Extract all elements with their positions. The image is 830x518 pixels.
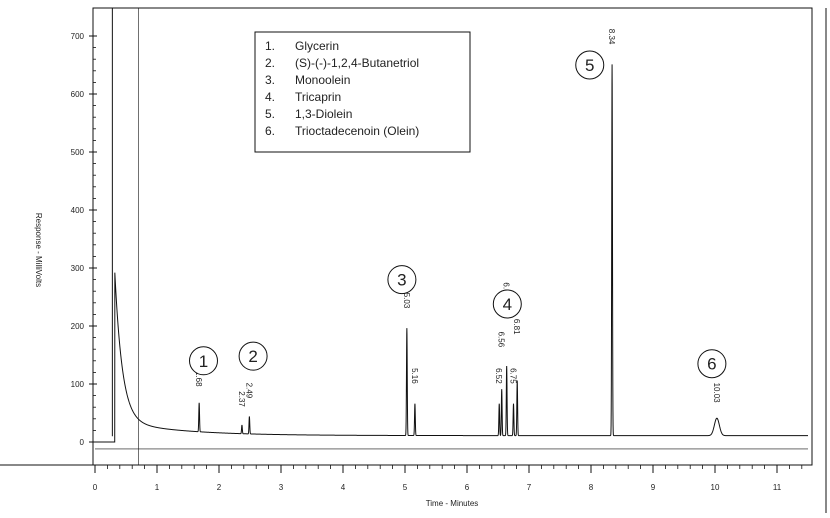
x-axis-title: Time - Minutes [426, 499, 479, 508]
x-tick-label: 9 [651, 483, 656, 492]
y-tick-label: 200 [71, 322, 85, 331]
peak-label: 1.68 [194, 371, 203, 387]
y-tick-label: 600 [71, 90, 85, 99]
legend-number: 5. [265, 107, 275, 121]
legend-entry: (S)-(-)-1,2,4-Butanetriol [295, 56, 419, 70]
chromatogram-trace [95, 8, 808, 465]
y-tick-label: 400 [71, 206, 85, 215]
y-tick-label: 300 [71, 264, 85, 273]
legend-number: 1. [265, 39, 275, 53]
legend-entry: Tricaprin [295, 90, 341, 104]
peak-label: 5.03 [402, 293, 411, 309]
x-tick-label: 0 [93, 483, 98, 492]
peak-label: 6.56 [497, 332, 506, 348]
peak-markers: 1 2 3 4 5 6 [189, 50, 727, 379]
x-tick-label: 5 [403, 483, 408, 492]
x-tick-label: 10 [711, 483, 720, 492]
x-tick-label: 2 [217, 483, 222, 492]
legend-number: 2. [265, 56, 275, 70]
x-tick-label: 6 [465, 483, 470, 492]
peak-marker-number: 2 [248, 347, 257, 366]
y-axis-title: Response - MilliVolts [34, 213, 43, 287]
peak-label: 5.16 [410, 368, 419, 384]
peak-label: 10.03 [712, 383, 721, 404]
legend-entry: 1,3-Diolein [295, 107, 352, 121]
y-axis: 0 100 200 300 400 500 600 700 [71, 32, 97, 447]
y-tick-label: 0 [80, 438, 85, 447]
peak-label: 6.52 [494, 368, 503, 384]
legend-number: 4. [265, 90, 275, 104]
peak-label: 6.75 [509, 368, 518, 384]
peak-marker-number: 5 [585, 56, 594, 75]
trace-line [95, 64, 808, 443]
peak-label: 2.37 [237, 391, 246, 407]
peak-marker-circle [238, 341, 268, 371]
peak-label: 6.81 [512, 319, 521, 335]
peak-marker-circle [189, 346, 218, 376]
y-tick-label: 700 [71, 32, 85, 41]
peak-marker-circle [387, 265, 417, 295]
x-tick-label: 1 [155, 483, 160, 492]
x-tick-label: 7 [527, 483, 532, 492]
y-tick-label: 100 [71, 380, 85, 389]
x-axis: 0 1 2 3 4 5 6 7 8 9 10 11 [93, 465, 803, 492]
plot-frame [92, 7, 813, 466]
peak-marker-circle [492, 289, 522, 319]
legend-number: 3. [265, 73, 275, 87]
x-tick-label: 3 [279, 483, 284, 492]
x-tick-label: 4 [341, 483, 346, 492]
peak-marker-number: 1 [199, 352, 208, 371]
legend-box [254, 31, 471, 153]
peak-marker-circle [697, 349, 727, 379]
peak-label: 8.34 [607, 29, 616, 45]
peak-marker-number: 3 [397, 271, 406, 290]
peak-marker-number: 6 [707, 355, 716, 374]
x-tick-label: 8 [589, 483, 594, 492]
legend: 1. Glycerin 2. (S)-(-)-1,2,4-Butanetriol 3. M… [254, 31, 471, 153]
legend-entry: Trioctadecenoin (Olein) [295, 124, 419, 138]
legend-entry: Glycerin [295, 39, 339, 53]
legend-number: 6. [265, 124, 275, 138]
peak-label: 2.49 [244, 383, 253, 399]
x-tick-label: 11 [773, 483, 782, 492]
y-tick-label: 500 [71, 148, 85, 157]
peak-marker-number: 4 [503, 295, 512, 314]
legend-entry: Monoolein [295, 73, 350, 87]
peak-marker-circle [575, 50, 605, 80]
